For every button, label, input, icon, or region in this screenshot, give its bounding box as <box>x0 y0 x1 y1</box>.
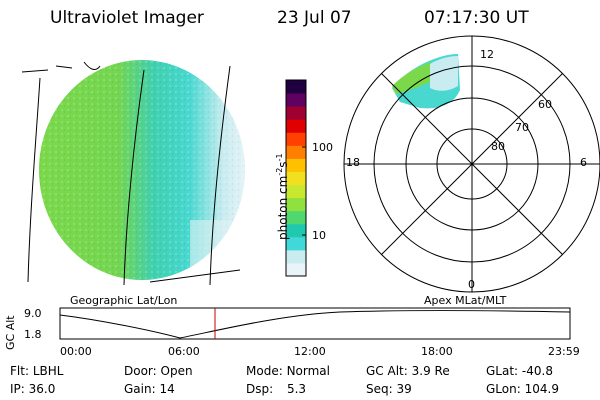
time-tick-0000: 00:00 <box>60 345 92 358</box>
date-label: 23 Jul 07 <box>277 8 352 28</box>
colorbar-segment <box>286 93 306 107</box>
instrument-title: Ultraviolet Imager <box>50 8 204 28</box>
seq-status: Seq: 39 <box>366 382 412 396</box>
flt-status: Flt: LBHL <box>10 364 64 378</box>
colorbar-segment <box>286 210 306 225</box>
mlat-label-70: 70 <box>515 121 529 134</box>
colorbar-segment <box>286 106 306 120</box>
colorbar-segment <box>286 171 306 186</box>
door-status: Door: Open <box>124 364 193 378</box>
colorbar-segment <box>286 197 306 212</box>
mlt-label-12: 12 <box>480 48 494 61</box>
gain-status: Gain: 14 <box>124 382 175 396</box>
colorbar-tick-10: 10 <box>312 229 326 242</box>
colorbar-segment <box>286 223 306 238</box>
mode-status: Mode: Normal <box>246 364 330 378</box>
colorbar-segment <box>286 236 306 251</box>
geographic-label: Geographic Lat/Lon <box>70 294 178 307</box>
mlt-label-6: 6 <box>580 156 587 169</box>
time-tick-2359: 23:59 <box>548 345 580 358</box>
gc-alt-status: GC Alt: 3.9 Re <box>366 364 450 378</box>
mlat-label-60: 60 <box>538 98 552 111</box>
apex-label: Apex MLat/MLT <box>424 294 507 307</box>
altitude-tick-1-8: 1.8 <box>24 328 42 341</box>
dsp-status: Dsp: 5.3 <box>246 382 307 396</box>
time-tick-1200: 12:00 <box>294 345 326 358</box>
colorbar-segment <box>286 145 306 159</box>
colorbar-segment <box>286 184 306 199</box>
colorbar-segment <box>286 132 306 146</box>
mlt-label-0: 0 <box>468 278 475 291</box>
time-label: 07:17:30 UT <box>424 8 529 28</box>
colorbar-segment <box>286 80 306 94</box>
glat-status: GLat: -40.8 <box>486 364 553 378</box>
colorbar-segment <box>286 119 306 133</box>
colorbar-segment <box>286 249 306 264</box>
mlt-label-18: 18 <box>346 156 360 169</box>
mlat-label-80: 80 <box>491 140 505 153</box>
time-tick-1800: 18:00 <box>421 345 453 358</box>
colorbar-segment <box>286 262 306 277</box>
colorbar-segment <box>286 158 306 172</box>
ip-status: IP: 36.0 <box>10 382 56 396</box>
glon-status: GLon: 104.9 <box>486 382 559 396</box>
colorbar-tick-100: 100 <box>312 141 333 154</box>
altitude-tick-9: 9.0 <box>24 307 42 320</box>
time-tick-0600: 06:00 <box>168 345 200 358</box>
